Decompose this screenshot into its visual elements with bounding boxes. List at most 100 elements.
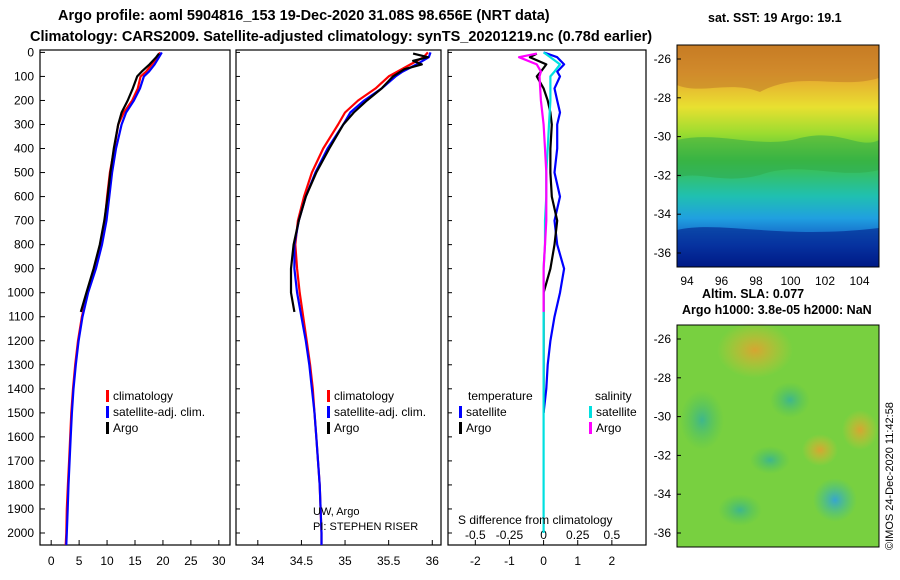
series-line-climatology bbox=[64, 51, 162, 545]
series-line-climatology bbox=[294, 51, 429, 545]
temperature-legend: climatology satellite-adj. clim. Argo bbox=[106, 389, 205, 435]
x-tick-label: 25 bbox=[184, 554, 198, 568]
legend-label-argo: Argo bbox=[113, 421, 139, 435]
sla-map-title-line1: Altim. SLA: 0.077 bbox=[702, 287, 804, 301]
sst-warm-region bbox=[677, 45, 879, 92]
series-line-argo bbox=[79, 52, 160, 313]
sla-low-anomaly-3 bbox=[770, 382, 810, 418]
depth-tick-label: 300 bbox=[14, 117, 34, 131]
depth-tick-label: 400 bbox=[14, 142, 34, 156]
x-tick-label: -0.25 bbox=[496, 528, 524, 542]
series-line-satellite-adj-clim- bbox=[293, 52, 432, 545]
legend-swatch-temp-satellite bbox=[459, 406, 462, 418]
x-tick-label: 34.5 bbox=[290, 554, 314, 568]
sla-high-anomaly-2 bbox=[802, 434, 838, 466]
sst-map-title: sat. SST: 19 Argo: 19.1 bbox=[708, 11, 842, 25]
legend-label-satellite-s: satellite-adj. clim. bbox=[334, 405, 426, 419]
legend-swatch-climatology bbox=[106, 390, 109, 402]
x-tick-label: 15 bbox=[128, 554, 142, 568]
legend-swatch-sal-satellite bbox=[589, 406, 592, 418]
depth-tick-label: 1400 bbox=[7, 382, 34, 396]
sla-map-frame bbox=[676, 324, 880, 548]
x-tick-label: 10 bbox=[100, 554, 114, 568]
depth-tick-label: 200 bbox=[14, 93, 34, 107]
difference-legend: temperature satellite Argo salinity sate… bbox=[459, 389, 637, 435]
legend-swatch-sal-argo bbox=[589, 422, 592, 434]
lat-tick-label: -30 bbox=[654, 130, 672, 144]
lat-tick-label: -36 bbox=[654, 246, 672, 260]
x-tick-label: 5 bbox=[76, 554, 83, 568]
series-line-temperature-argo bbox=[528, 52, 559, 413]
lat-tick-label: -28 bbox=[654, 371, 672, 385]
salinity-series bbox=[289, 51, 432, 545]
lat-tick-label: -30 bbox=[654, 410, 672, 424]
legend-label-climatology: climatology bbox=[113, 389, 173, 403]
lon-tick-label: 102 bbox=[815, 274, 835, 288]
sst-map bbox=[676, 44, 880, 268]
depth-axis-ticks: 0 100 200 300 400 500 600 700 800 900 1000 1100 1200… bbox=[7, 45, 452, 540]
series-line-satellite-adj-clim- bbox=[65, 51, 163, 545]
temperature-series bbox=[64, 51, 163, 545]
legend-label-sal-argo: Argo bbox=[596, 421, 622, 435]
difference-axis-ticks: -0.5 -0.25 0 0.25 0.5 bbox=[465, 528, 621, 545]
x-tick-label: 35 bbox=[338, 554, 352, 568]
sst-map-frame bbox=[676, 44, 880, 268]
salinity-legend: climatology satellite-adj. clim. Argo bbox=[327, 389, 426, 435]
sla-high-anomaly-3 bbox=[842, 410, 878, 450]
legend-swatch-temp-argo bbox=[459, 422, 462, 434]
sla-lat-ticks: -26 -28 -30 -32 -34 -36 bbox=[654, 332, 681, 540]
sst-lon-ticks: 94 96 98 100 102 104 bbox=[680, 274, 870, 288]
legend-label-sal-satellite: satellite bbox=[596, 405, 637, 419]
lat-tick-label: -32 bbox=[654, 448, 672, 462]
x-tick-label: 36 bbox=[426, 554, 440, 568]
x-tick-label: 2 bbox=[609, 554, 616, 568]
x-tick-label: -0.5 bbox=[465, 528, 486, 542]
lat-tick-label: -36 bbox=[654, 526, 672, 540]
pi-label: PI: STEPHEN RISER bbox=[313, 521, 418, 533]
depth-tick-label: 500 bbox=[14, 166, 34, 180]
sla-map bbox=[676, 322, 880, 548]
difference-panel-frame bbox=[447, 49, 647, 546]
lat-tick-label: -34 bbox=[654, 207, 672, 221]
x-tick-label: 35.5 bbox=[377, 554, 401, 568]
sst-cold-region bbox=[677, 227, 879, 267]
lat-tick-label: -26 bbox=[654, 52, 672, 66]
depth-tick-label: 1800 bbox=[7, 478, 34, 492]
depth-tick-label: 0 bbox=[27, 45, 34, 59]
legend-label-climatology-s: climatology bbox=[334, 389, 394, 403]
depth-tick-label: 1900 bbox=[7, 502, 34, 516]
sla-high-anomaly-1 bbox=[717, 322, 793, 378]
lon-tick-label: 104 bbox=[849, 274, 869, 288]
imos-timestamp: ©IMOS 24-Dec-2020 11:42:58 bbox=[884, 402, 896, 550]
depth-tick-label: 1500 bbox=[7, 406, 34, 420]
x-tick-label: 30 bbox=[212, 554, 226, 568]
depth-tick-label: 900 bbox=[14, 262, 34, 276]
operator-label: UW, Argo bbox=[313, 506, 359, 518]
sla-low-anomaly-5 bbox=[718, 494, 762, 526]
x-tick-label: 0.5 bbox=[604, 528, 621, 542]
figure-title-line1: Argo profile: aoml 5904816_153 19-Dec-20… bbox=[58, 8, 550, 24]
sla-low-anomaly-1 bbox=[813, 478, 857, 522]
sst-green-band bbox=[677, 135, 879, 179]
lon-tick-label: 94 bbox=[680, 274, 694, 288]
depth-tick-label: 1300 bbox=[7, 358, 34, 372]
lat-tick-label: -32 bbox=[654, 168, 672, 182]
x-tick-label: 0 bbox=[540, 528, 547, 542]
difference-series bbox=[517, 51, 566, 533]
legend-label-temp-satellite: satellite bbox=[466, 405, 507, 419]
depth-tick-label: 800 bbox=[14, 238, 34, 252]
series-line-salinity-argo bbox=[517, 52, 548, 312]
legend-label-argo-s: Argo bbox=[334, 421, 360, 435]
legend-heading-salinity: salinity bbox=[595, 389, 632, 403]
x-tick-label: -1 bbox=[504, 554, 515, 568]
depth-tick-label: 2000 bbox=[7, 526, 34, 540]
legend-label-temp-argo: Argo bbox=[466, 421, 492, 435]
sst-lat-ticks: -26 -28 -30 -32 -34 -36 bbox=[654, 52, 681, 260]
x-tick-label: 1 bbox=[574, 554, 581, 568]
lon-tick-label: 96 bbox=[715, 274, 729, 288]
difference-xlabel: S difference from climatology bbox=[458, 513, 613, 527]
depth-tick-label: 1600 bbox=[7, 430, 34, 444]
sla-low-anomaly-2 bbox=[680, 390, 724, 450]
legend-swatch-climatology-s bbox=[327, 390, 330, 402]
